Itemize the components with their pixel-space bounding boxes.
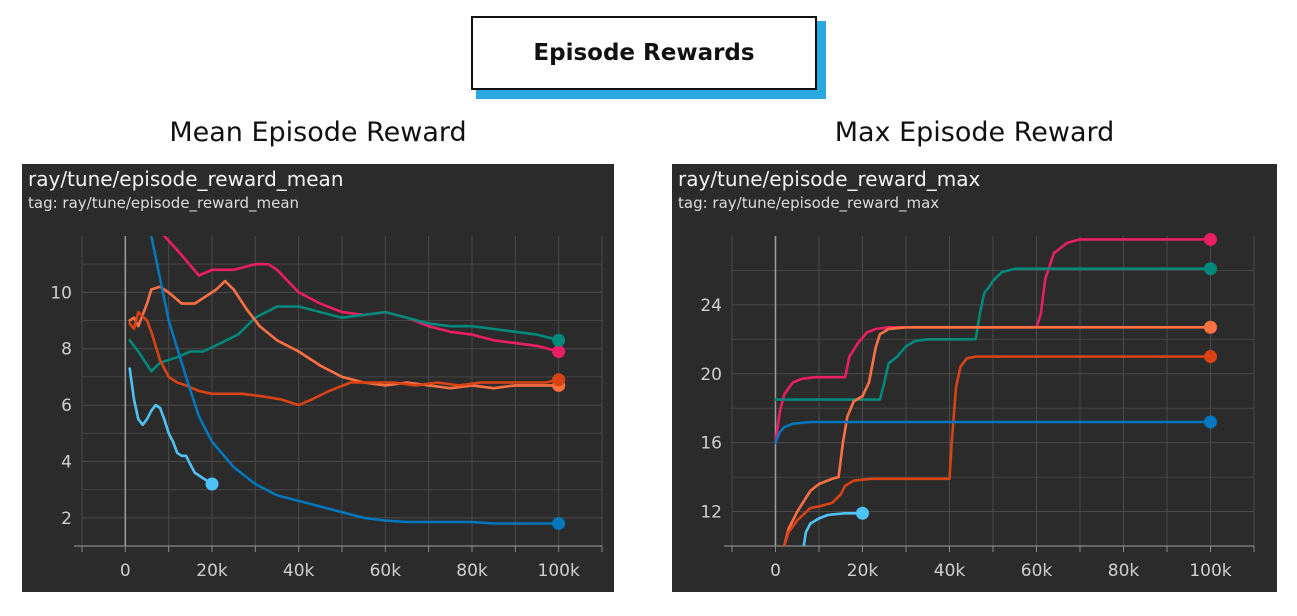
series-line-1 xyxy=(774,267,1212,401)
y-tick-label: 6 xyxy=(61,396,72,416)
series-line-4 xyxy=(774,420,1212,445)
x-tick-label: 20k xyxy=(847,561,879,581)
series-line-3 xyxy=(128,310,561,407)
series-endpoint-1 xyxy=(552,333,566,347)
series-endpoint-2 xyxy=(1204,320,1217,334)
series-endpoint-1 xyxy=(1204,262,1217,276)
y-tick-label: 10 xyxy=(50,283,72,303)
x-tick-label: 60k xyxy=(1021,561,1053,581)
mean-reward-chart: 2 4 6 8 10 0 20k 40k 60k 80k 100k xyxy=(50,236,603,581)
y-tick-label: 20 xyxy=(700,365,722,385)
page-title: Episode Rewards xyxy=(471,16,817,90)
series-line-2 xyxy=(782,326,1212,546)
y-tick-label: 16 xyxy=(700,434,722,454)
series-endpoint-0 xyxy=(1204,232,1217,246)
y-tick-label: 4 xyxy=(61,452,72,472)
x-tick-label: 0 xyxy=(120,561,131,581)
max-reward-chart: 12 16 20 24 0 20k 40k 60k 80k 100k xyxy=(700,232,1255,581)
series-endpoint-5 xyxy=(856,506,869,520)
series-endpoint-4 xyxy=(552,516,566,530)
series-line-3 xyxy=(782,355,1212,546)
y-tick-label: 24 xyxy=(700,296,722,316)
series-line-0 xyxy=(163,236,561,353)
series-line-4 xyxy=(150,236,561,525)
panel-title: ray/tune/episode_reward_mean xyxy=(28,167,344,191)
x-tick-label: 40k xyxy=(283,561,315,581)
series-line-1 xyxy=(128,305,561,373)
max-reward-panel: 12 16 20 24 0 20k 40k 60k 80k 100k ray/tune/episo… xyxy=(672,164,1277,592)
y-tick-label: 12 xyxy=(700,503,722,523)
series-line-2 xyxy=(128,279,561,390)
x-tick-label: 80k xyxy=(1108,561,1140,581)
y-tick-label: 8 xyxy=(61,340,72,360)
series-endpoint-3 xyxy=(1204,350,1217,364)
series-line-5 xyxy=(128,367,214,486)
x-tick-label: 20k xyxy=(196,561,228,581)
panel-title: ray/tune/episode_reward_max xyxy=(678,167,981,191)
series-line-5 xyxy=(802,511,864,546)
y-tick-label: 2 xyxy=(61,509,72,529)
x-tick-label: 40k xyxy=(934,561,966,581)
series-endpoint-0 xyxy=(552,345,566,359)
series-endpoint-4 xyxy=(1204,415,1217,429)
x-tick-label: 80k xyxy=(456,561,488,581)
x-tick-label: 60k xyxy=(370,561,402,581)
panel-tag: tag: ray/tune/episode_reward_mean xyxy=(28,194,300,212)
chart-subtitle-mean: Mean Episode Reward xyxy=(169,117,467,148)
x-tick-label: 0 xyxy=(770,561,781,581)
mean-reward-panel: 2 4 6 8 10 0 20k 40k 60k 80k 100k ray/tune/episode… xyxy=(22,164,614,592)
series-endpoint-3 xyxy=(552,373,566,387)
x-tick-label: 100k xyxy=(1189,561,1231,581)
panel-tag: tag: ray/tune/episode_reward_max xyxy=(678,194,940,212)
x-tick-label: 100k xyxy=(538,561,580,581)
series-endpoint-5 xyxy=(205,477,219,491)
chart-subtitle-max: Max Episode Reward xyxy=(834,117,1115,148)
